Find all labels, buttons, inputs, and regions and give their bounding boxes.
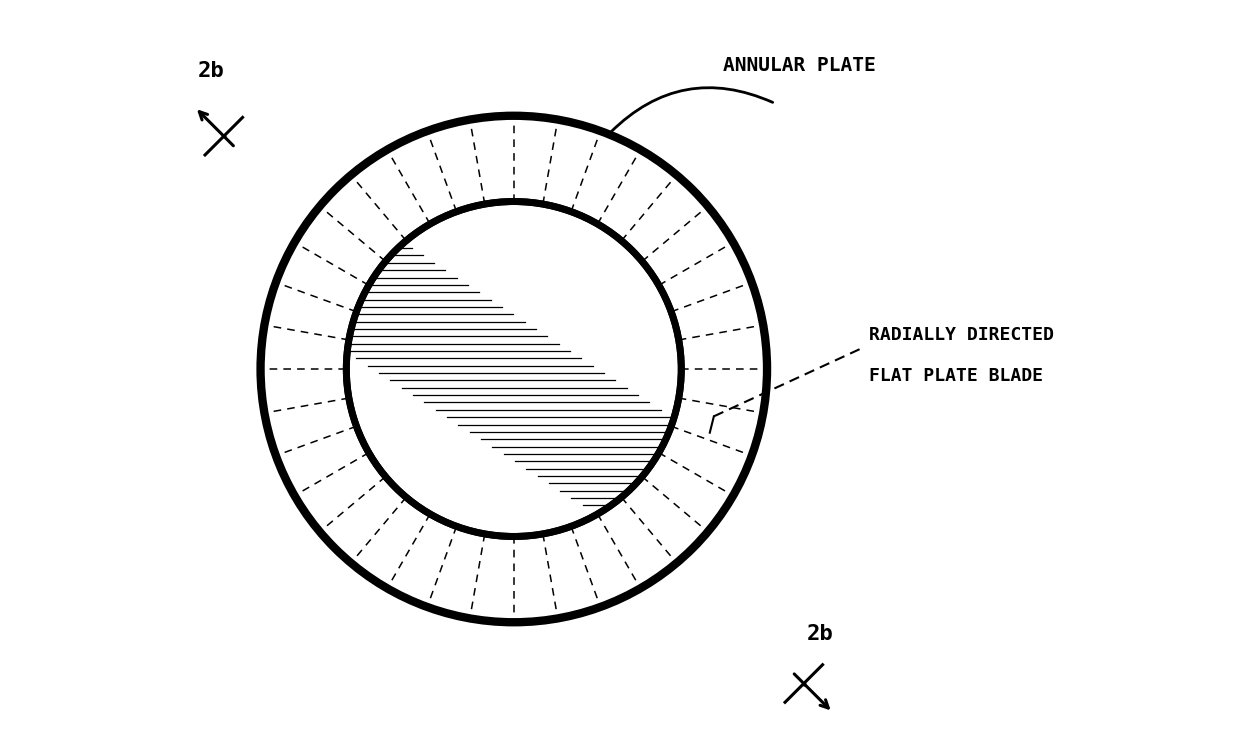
Text: ANNULAR PLATE: ANNULAR PLATE [723,56,877,75]
Text: FLAT PLATE BLADE: FLAT PLATE BLADE [869,367,1043,384]
Text: RADIALLY DIRECTED: RADIALLY DIRECTED [869,325,1054,344]
Text: 2b: 2b [198,61,224,81]
Circle shape [346,201,681,537]
Text: 2b: 2b [807,624,833,644]
